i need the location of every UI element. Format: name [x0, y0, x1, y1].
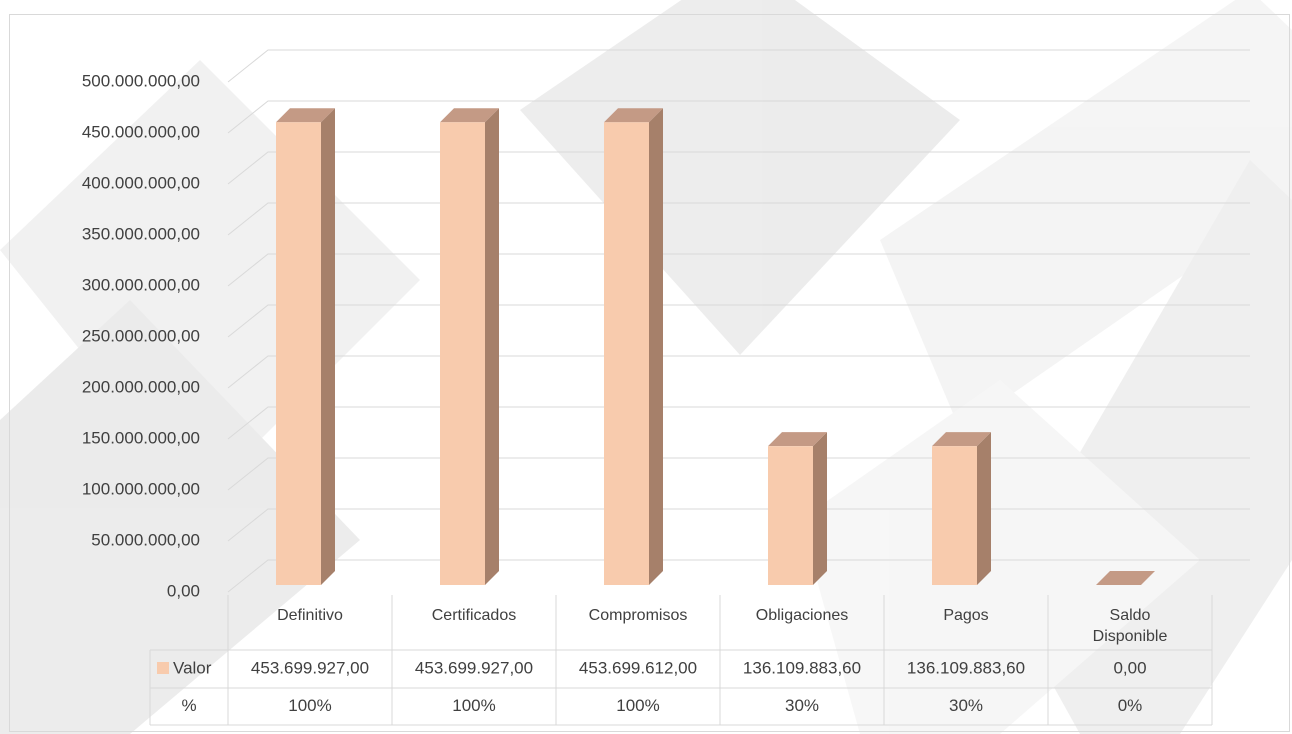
chart-border — [9, 14, 1290, 732]
y-tick-label: 50.000.000,00 — [91, 530, 200, 549]
table-value: 136.109.883,60 — [743, 658, 861, 677]
bar — [1096, 571, 1155, 585]
bar-top — [768, 432, 827, 447]
y-tick-label: 450.000.000,00 — [82, 122, 200, 141]
bar — [768, 432, 827, 585]
x-tick-label: Certificados — [431, 607, 517, 624]
grid-line — [227, 202, 1250, 236]
bar-top — [440, 108, 499, 123]
table-percent: 30% — [785, 696, 819, 715]
grid-line — [227, 304, 1250, 338]
table-percent: 100% — [616, 696, 659, 715]
grid-line — [227, 457, 1250, 491]
x-tick-label: Definitivo — [277, 607, 343, 624]
bar-side — [649, 108, 663, 586]
bar-side — [321, 108, 335, 585]
table-value: 453.699.927,00 — [415, 658, 533, 677]
grid-line — [227, 355, 1250, 389]
grid-line — [227, 49, 1250, 83]
table-percent: 100% — [452, 696, 495, 715]
bar-front — [276, 122, 321, 585]
grid-line — [227, 406, 1250, 440]
grid-line — [227, 508, 1250, 542]
table-value: 0,00 — [1113, 658, 1146, 677]
x-tick-label: Pagos — [943, 607, 989, 624]
y-tick-label: 0,00 — [167, 581, 200, 600]
y-tick-label: 350.000.000,00 — [82, 224, 200, 243]
table-value: 453.699.927,00 — [251, 658, 369, 677]
x-tick-label: Obligaciones — [755, 607, 849, 624]
y-tick-label: 500.000.000,00 — [82, 71, 200, 90]
table-value: 136.109.883,60 — [907, 658, 1025, 677]
bar-front — [768, 446, 813, 585]
grid-line — [227, 253, 1250, 287]
table-percent: 100% — [288, 696, 331, 715]
y-tick-label: 400.000.000,00 — [82, 173, 200, 192]
row-header: Valor — [173, 658, 212, 677]
bar — [276, 108, 335, 585]
table-percent: 0% — [1118, 696, 1143, 715]
y-tick-label: 300.000.000,00 — [82, 275, 200, 294]
table-value: 453.699.612,00 — [579, 658, 697, 677]
bar-side — [977, 432, 991, 585]
grid-line — [227, 151, 1250, 185]
y-tick-label: 100.000.000,00 — [82, 479, 200, 498]
bar-top — [1096, 571, 1155, 585]
grid-line — [227, 100, 1250, 134]
y-tick-label: 200.000.000,00 — [82, 377, 200, 396]
bar-front — [932, 446, 977, 585]
bar — [604, 108, 663, 586]
y-tick-label: 250.000.000,00 — [82, 326, 200, 345]
x-tick-label: Compromisos — [588, 607, 688, 624]
bar-top — [276, 108, 335, 123]
bar — [440, 108, 499, 585]
bar-front — [604, 122, 649, 586]
legend-swatch — [157, 662, 169, 674]
bar-front — [440, 122, 485, 585]
bar-side — [485, 108, 499, 585]
grid-line — [227, 559, 1250, 593]
bar — [932, 432, 991, 585]
bar-top — [932, 432, 991, 447]
row-header: % — [181, 696, 196, 715]
x-tick-label: Saldo Disponible — [1092, 607, 1168, 645]
table-percent: 30% — [949, 696, 983, 715]
bar-side — [813, 432, 827, 585]
y-tick-label: 150.000.000,00 — [82, 428, 200, 447]
bar-top — [604, 108, 663, 123]
